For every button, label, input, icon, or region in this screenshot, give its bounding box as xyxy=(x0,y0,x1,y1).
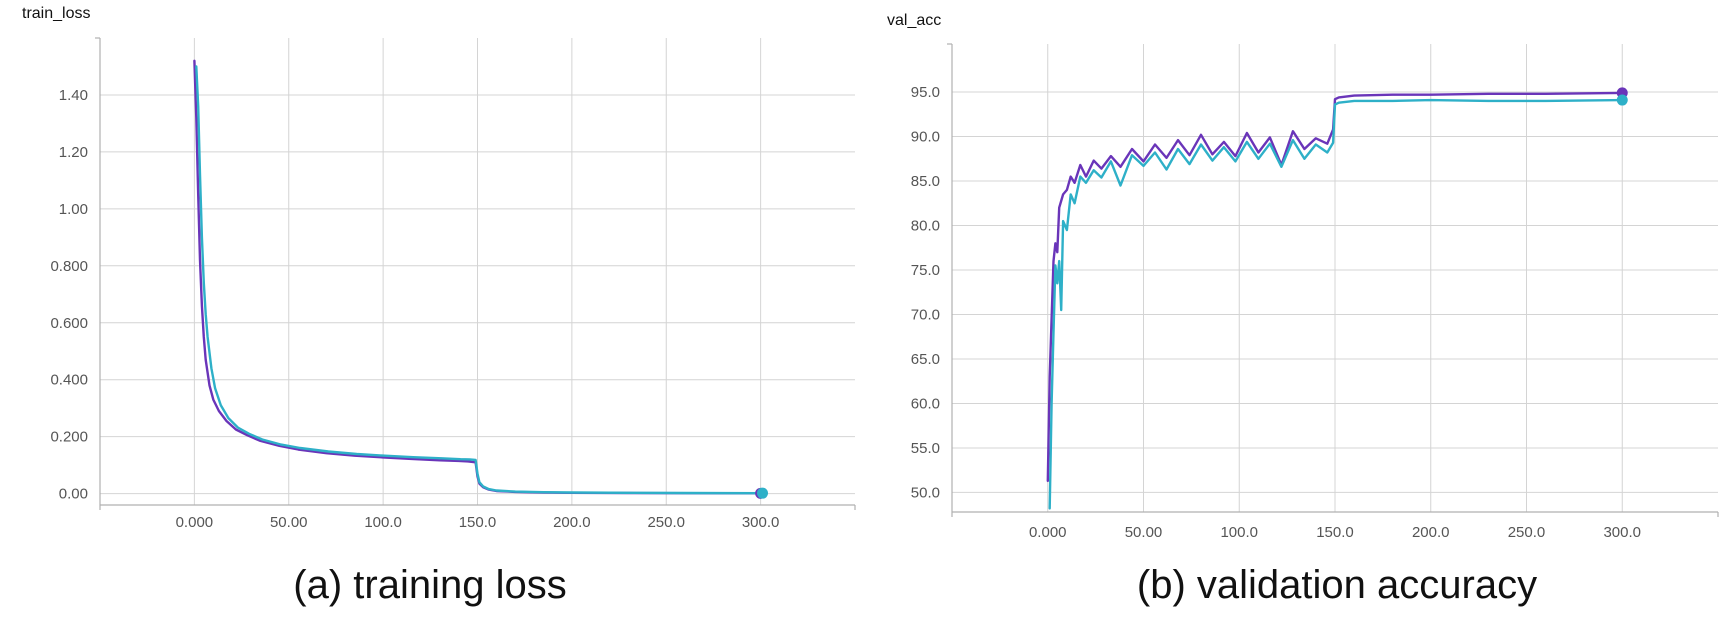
train-loss-y-tick-label: 0.200 xyxy=(50,429,88,446)
train-loss-caption: (a) training loss xyxy=(293,563,566,607)
train-loss-y-tick-label: 0.00 xyxy=(59,486,88,503)
val-acc-title: val_acc xyxy=(887,12,941,29)
val-acc-series-endpoint-2 xyxy=(1616,94,1628,106)
val-acc-y-tick-label: 95.0 xyxy=(911,84,940,101)
train-loss-y-tick-label: 1.00 xyxy=(59,201,88,218)
val-acc-x-tick-label: 250.0 xyxy=(1508,524,1546,541)
val-acc-x-tick-label: 50.00 xyxy=(1125,524,1163,541)
train-loss-y-tick-label: 0.800 xyxy=(50,258,88,275)
train-loss-series-endpoint-2 xyxy=(757,487,769,499)
val-acc-y-tick-label: 55.0 xyxy=(911,440,940,457)
train-loss-x-tick-label: 100.0 xyxy=(364,514,402,531)
val-acc-y-tick-label: 75.0 xyxy=(911,262,940,279)
train-loss-x-tick-label: 300.0 xyxy=(742,514,780,531)
val-acc-y-tick-label: 85.0 xyxy=(911,173,940,190)
train-loss-y-tick-label: 0.400 xyxy=(50,372,88,389)
val-acc-y-tick-label: 50.0 xyxy=(911,484,940,501)
train-loss-x-tick-label: 150.0 xyxy=(459,514,497,531)
train-loss-x-tick-label: 0.000 xyxy=(176,514,214,531)
val-acc-chart: val_acc 0.000 50.00 100.0 150.0 200.0 250.0 30… xyxy=(887,12,1719,607)
train-loss-y-tick-label: 0.600 xyxy=(50,315,88,332)
val-acc-x-tick-label: 300.0 xyxy=(1603,524,1641,541)
val-acc-x-tick-label: 0.000 xyxy=(1029,524,1067,541)
val-acc-x-tick-label: 200.0 xyxy=(1412,524,1450,541)
val-acc-x-tick-label: 150.0 xyxy=(1316,524,1354,541)
train-loss-y-tick-label: 1.20 xyxy=(59,144,88,161)
val-acc-y-tick-label: 80.0 xyxy=(911,218,940,235)
val-acc-series-line-2 xyxy=(1048,98,1624,510)
train-loss-y-tick-label: 1.40 xyxy=(59,87,88,104)
train-loss-title: train_loss xyxy=(22,5,90,22)
train-loss-x-tick-label: 200.0 xyxy=(553,514,591,531)
val-acc-y-tick-label: 60.0 xyxy=(911,395,940,412)
train-loss-series-line-2 xyxy=(195,65,764,495)
val-acc-y-tick-label: 70.0 xyxy=(911,306,940,323)
train-loss-chart: train_loss 0.000 50.00 100.0 150.0 200.0 250.… xyxy=(22,5,856,607)
val-acc-y-tick-label: 65.0 xyxy=(911,351,940,368)
val-acc-x-tick-label: 100.0 xyxy=(1220,524,1258,541)
val-acc-y-tick-label: 90.0 xyxy=(911,129,940,146)
train-loss-x-tick-label: 50.00 xyxy=(270,514,308,531)
val-acc-caption: (b) validation accuracy xyxy=(1137,563,1537,607)
train-loss-x-tick-label: 250.0 xyxy=(647,514,685,531)
